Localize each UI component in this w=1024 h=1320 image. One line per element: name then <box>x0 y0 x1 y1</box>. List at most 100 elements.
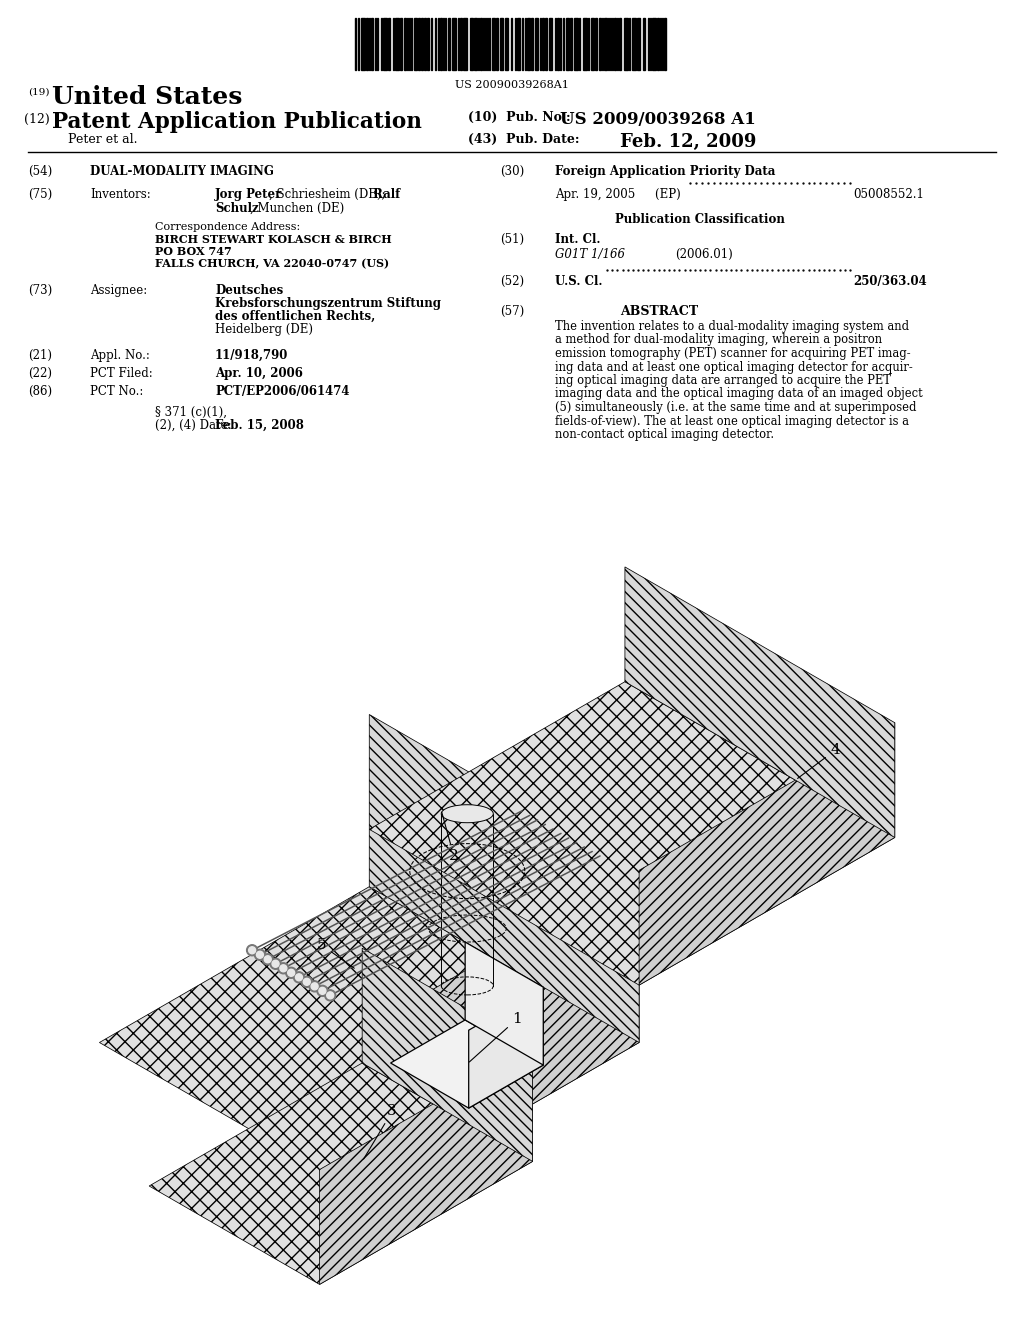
Text: Apr. 10, 2006: Apr. 10, 2006 <box>215 367 303 380</box>
Bar <box>492 18 495 70</box>
Polygon shape <box>469 987 544 1107</box>
Bar <box>535 18 538 70</box>
Text: Inventors:: Inventors: <box>90 187 151 201</box>
Text: Patent Application Publication: Patent Application Publication <box>52 111 422 133</box>
Text: (30): (30) <box>500 165 524 178</box>
Text: US 20090039268A1: US 20090039268A1 <box>455 81 569 90</box>
Circle shape <box>309 981 321 991</box>
Circle shape <box>270 958 281 969</box>
Text: (52): (52) <box>500 275 524 288</box>
Bar <box>566 18 569 70</box>
Circle shape <box>278 962 289 974</box>
Bar <box>496 18 498 70</box>
Bar <box>418 18 420 70</box>
Text: The invention relates to a dual-modality imaging system and: The invention relates to a dual-modality… <box>555 319 909 333</box>
Polygon shape <box>390 1020 544 1107</box>
Text: DUAL-MODALITY IMAGING: DUAL-MODALITY IMAGING <box>90 165 273 178</box>
Bar <box>614 18 616 70</box>
Circle shape <box>325 990 336 1001</box>
Bar <box>664 18 666 70</box>
Circle shape <box>303 978 310 985</box>
Circle shape <box>286 968 297 978</box>
Bar <box>421 18 423 70</box>
Text: (EP): (EP) <box>655 187 684 201</box>
Circle shape <box>301 977 312 987</box>
Polygon shape <box>639 723 895 985</box>
Text: (5) simultaneously (i.e. at the same time and at superimposed: (5) simultaneously (i.e. at the same tim… <box>555 401 916 414</box>
Text: PCT/EP2006/061474: PCT/EP2006/061474 <box>215 385 349 399</box>
Circle shape <box>280 965 287 972</box>
Text: a method for dual-modality imaging, wherein a positron: a method for dual-modality imaging, wher… <box>555 334 882 346</box>
Bar <box>599 18 601 70</box>
Text: (12): (12) <box>24 114 50 125</box>
Text: 05008552.1: 05008552.1 <box>853 187 924 201</box>
Circle shape <box>316 985 328 997</box>
Circle shape <box>327 991 334 999</box>
Text: , Munchen (DE): , Munchen (DE) <box>250 202 344 215</box>
Bar <box>440 18 442 70</box>
Bar <box>371 18 373 70</box>
Text: (75): (75) <box>28 187 52 201</box>
Bar <box>517 18 520 70</box>
Text: ing optical imaging data are arranged to acquire the PET: ing optical imaging data are arranged to… <box>555 374 891 387</box>
Circle shape <box>254 949 265 960</box>
Polygon shape <box>370 681 895 985</box>
Text: fields-of-view). The at least one optical imaging detector is a: fields-of-view). The at least one optica… <box>555 414 909 428</box>
Circle shape <box>288 969 295 977</box>
Text: Correspondence Address:: Correspondence Address: <box>155 222 300 232</box>
Bar <box>500 18 503 70</box>
Text: (2), (4) Date:: (2), (4) Date: <box>155 418 231 432</box>
Bar <box>637 18 640 70</box>
Bar <box>383 18 387 70</box>
Bar <box>505 18 508 70</box>
Bar <box>400 18 402 70</box>
Text: 250/363.04: 250/363.04 <box>853 275 927 288</box>
Bar <box>542 18 544 70</box>
Text: 4: 4 <box>798 743 841 779</box>
Polygon shape <box>99 887 639 1199</box>
Text: (43)  Pub. Date:: (43) Pub. Date: <box>468 133 580 147</box>
Text: United States: United States <box>52 84 243 110</box>
Bar <box>460 18 462 70</box>
Text: ing data and at least one optical imaging detector for acquir-: ing data and at least one optical imagin… <box>555 360 912 374</box>
Text: PO BOX 747: PO BOX 747 <box>155 246 231 257</box>
Text: , Schriesheim (DE);: , Schriesheim (DE); <box>269 187 385 201</box>
Text: Heidelberg (DE): Heidelberg (DE) <box>215 323 313 337</box>
Bar <box>632 18 636 70</box>
Text: Appl. No.:: Appl. No.: <box>90 348 150 362</box>
Bar <box>545 18 547 70</box>
Text: Int. Cl.: Int. Cl. <box>555 234 600 246</box>
Circle shape <box>262 954 273 965</box>
Bar <box>414 18 417 70</box>
Text: (57): (57) <box>500 305 524 318</box>
Bar <box>652 18 656 70</box>
Text: emission tomography (PET) scanner for acquiring PET imag-: emission tomography (PET) scanner for ac… <box>555 347 910 360</box>
Circle shape <box>294 972 304 983</box>
Polygon shape <box>625 566 895 837</box>
Bar <box>527 18 530 70</box>
Ellipse shape <box>441 805 494 822</box>
Bar <box>395 18 399 70</box>
Text: PCT Filed:: PCT Filed: <box>90 367 153 380</box>
Circle shape <box>272 960 280 968</box>
Bar <box>449 18 450 70</box>
Bar <box>618 18 621 70</box>
Bar <box>463 18 467 70</box>
Circle shape <box>249 946 256 954</box>
Circle shape <box>264 956 271 962</box>
Polygon shape <box>370 714 639 1043</box>
Text: Peter et al.: Peter et al. <box>68 133 137 147</box>
Polygon shape <box>362 948 532 1162</box>
Circle shape <box>256 952 263 958</box>
Polygon shape <box>370 870 639 1199</box>
Bar <box>557 18 559 70</box>
Text: ABSTRACT: ABSTRACT <box>620 305 698 318</box>
Text: (2006.01): (2006.01) <box>675 248 733 261</box>
Text: 5: 5 <box>316 937 354 969</box>
Bar <box>404 18 406 70</box>
Bar <box>480 18 482 70</box>
Bar <box>570 18 572 70</box>
Text: Publication Classification: Publication Classification <box>615 213 784 226</box>
Bar <box>624 18 628 70</box>
Bar <box>591 18 594 70</box>
